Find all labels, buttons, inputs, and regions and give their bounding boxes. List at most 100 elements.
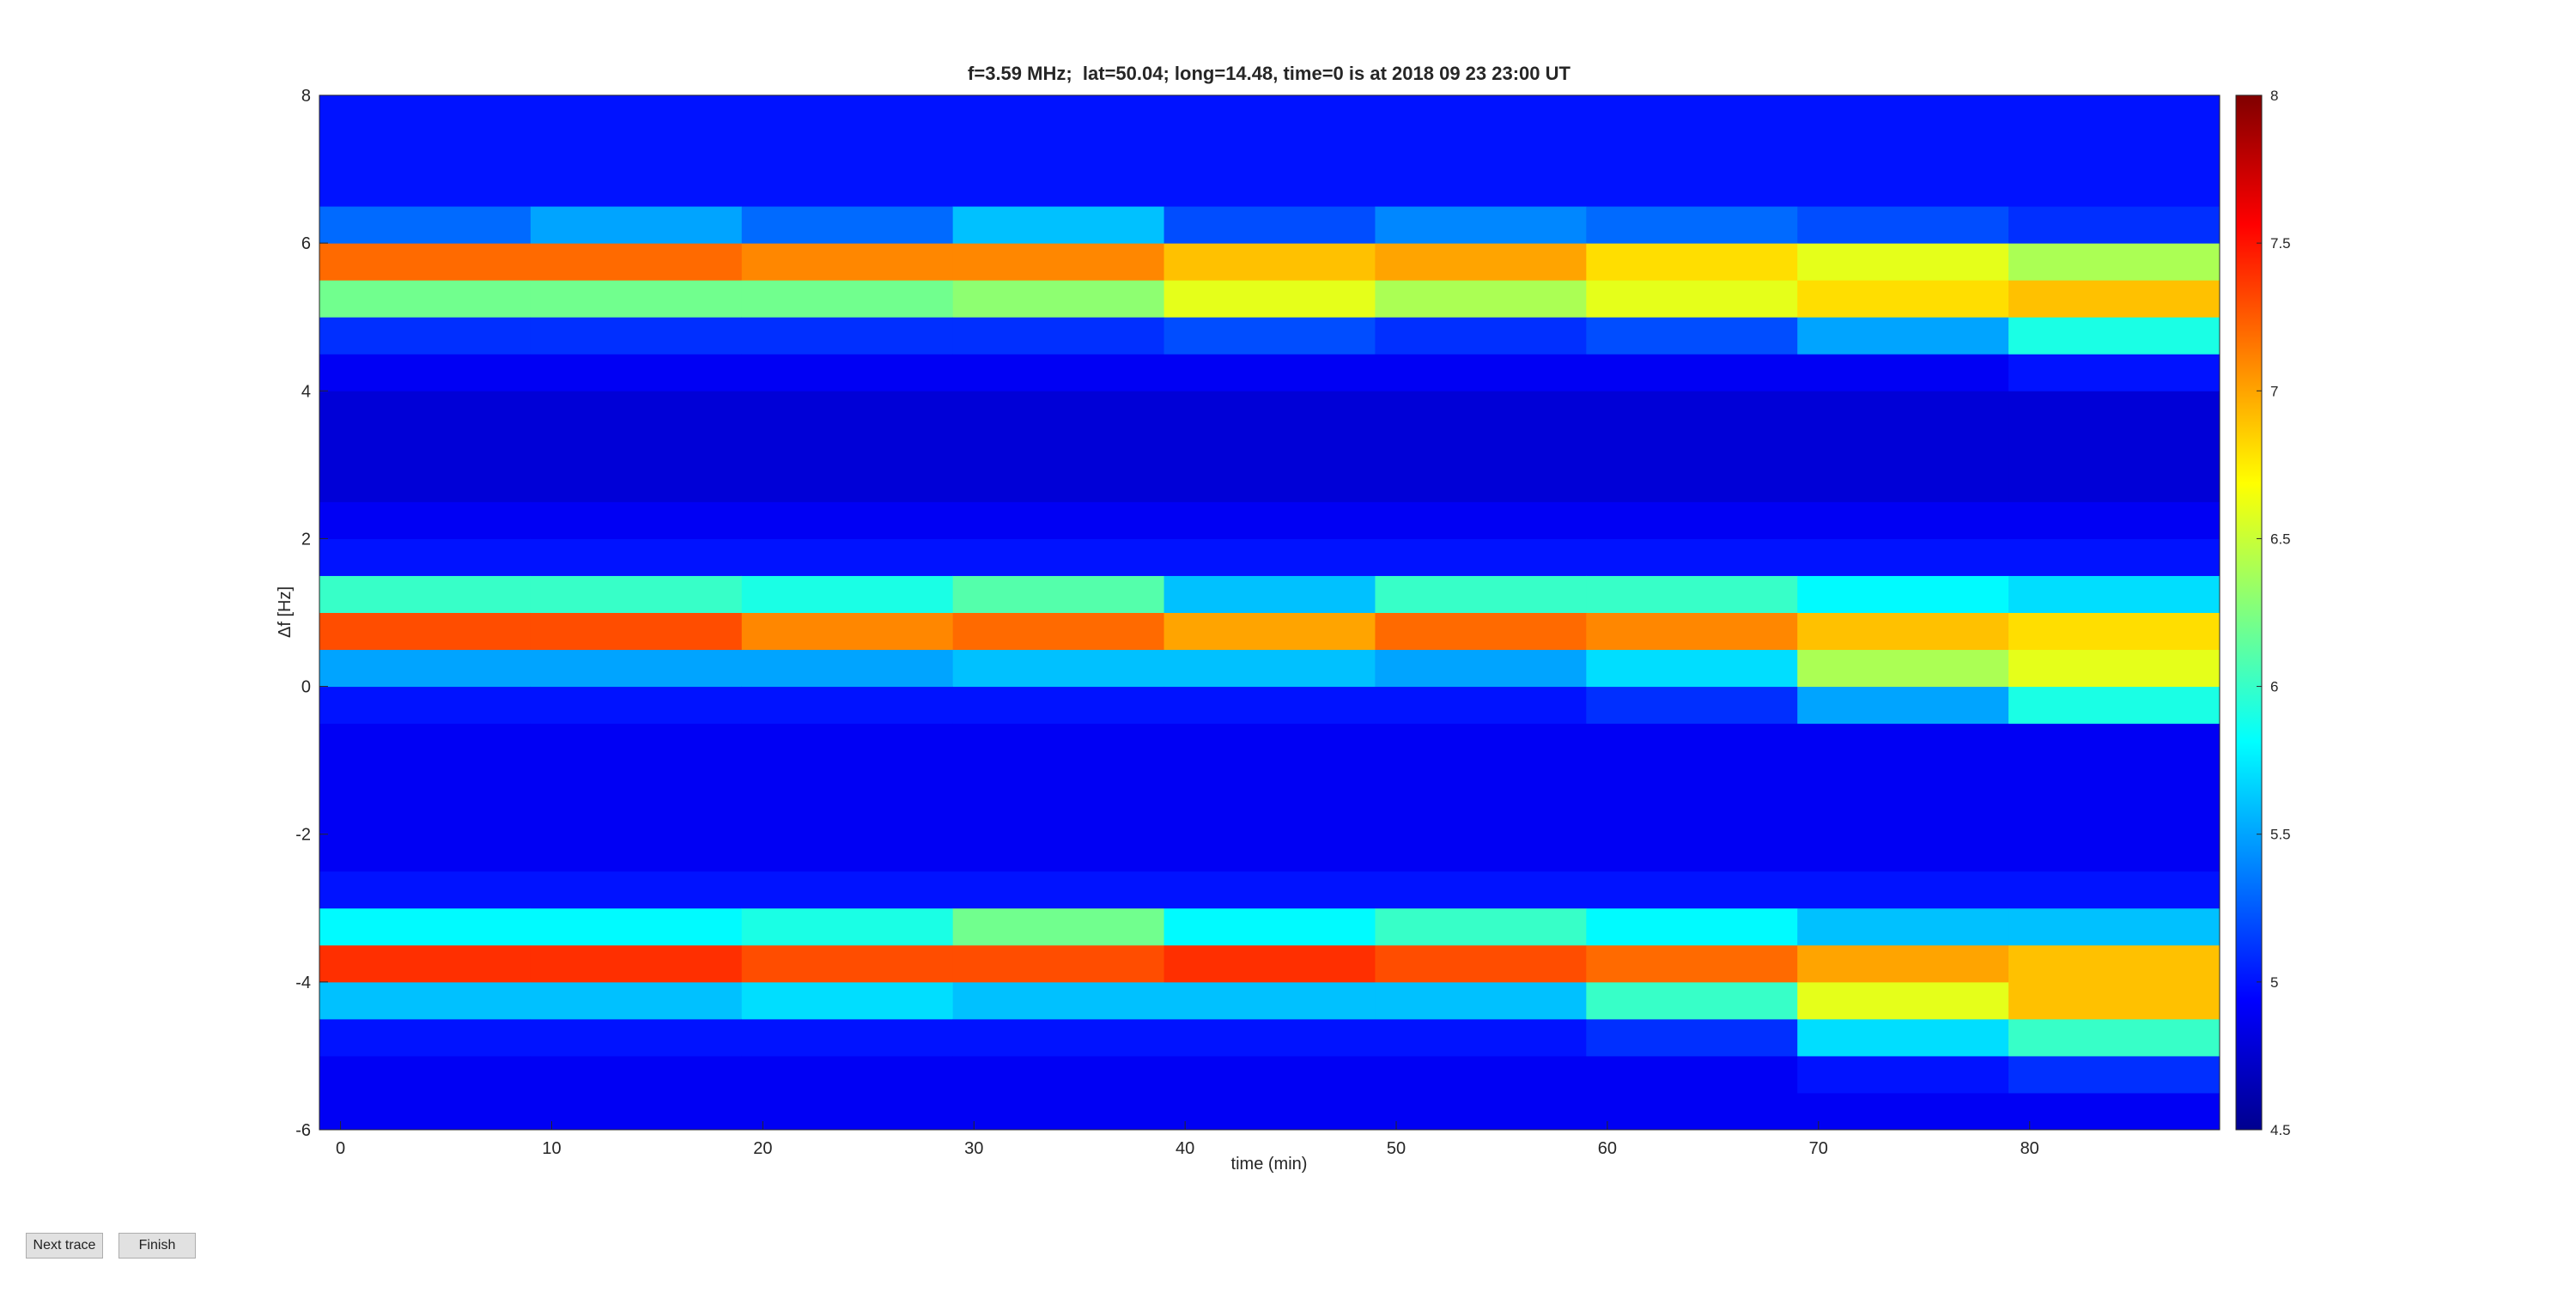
heatmap-cell — [952, 317, 1165, 355]
heatmap-cell — [1375, 538, 1587, 576]
heatmap-cell — [319, 834, 532, 872]
heatmap-cell — [319, 95, 532, 133]
heatmap-cell — [1163, 870, 1376, 909]
heatmap-cell — [530, 649, 743, 688]
heatmap-cell — [952, 1055, 1165, 1094]
heatmap-cell — [952, 981, 1165, 1020]
heatmap-cell — [1797, 612, 2009, 651]
heatmap-cell — [1163, 132, 1376, 170]
y-tick-label: 2 — [301, 530, 311, 549]
heatmap-cell — [530, 317, 743, 355]
heatmap-cell — [319, 206, 532, 244]
heatmap-cell — [1375, 870, 1587, 909]
heatmap-cell — [1797, 797, 2009, 835]
heatmap-cell — [741, 280, 954, 318]
heatmap-cell — [741, 686, 954, 725]
heatmap-cell — [1163, 169, 1376, 207]
heatmap-cell — [319, 354, 532, 391]
heatmap-cell — [319, 317, 532, 355]
heatmap-cell — [530, 464, 743, 502]
heatmap-cell — [2008, 797, 2221, 835]
heatmap-cell — [319, 649, 532, 688]
heatmap-cell — [741, 870, 954, 909]
heatmap-cell — [741, 428, 954, 465]
heatmap-cell — [1375, 206, 1587, 244]
heatmap-cell — [1163, 834, 1376, 872]
heatmap-cell — [319, 280, 532, 318]
heatmap-cell — [1586, 870, 1798, 909]
heatmap-cell — [741, 1018, 954, 1057]
heatmap-cell — [1586, 981, 1798, 1020]
heatmap-cell — [741, 95, 954, 133]
heatmap-cell — [741, 132, 954, 170]
heatmap-cell — [952, 464, 1165, 502]
heatmap-cell — [952, 760, 1165, 798]
heatmap-cell — [1586, 575, 1798, 613]
heatmap-cell — [1163, 317, 1376, 355]
heatmap-cell — [319, 981, 532, 1020]
heatmap-cell — [952, 1092, 1165, 1131]
heatmap-cell — [319, 686, 532, 725]
next-trace-button[interactable]: Next trace — [26, 1233, 103, 1259]
heatmap-cell — [530, 280, 743, 318]
heatmap-cell — [741, 206, 954, 244]
heatmap-cell — [530, 538, 743, 576]
heatmap-cell — [1586, 280, 1798, 318]
heatmap-cell — [2008, 428, 2221, 465]
heatmap-cell — [530, 169, 743, 207]
heatmap-cell — [1375, 797, 1587, 835]
heatmap-cell — [952, 428, 1165, 465]
x-tick-label: 0 — [336, 1139, 345, 1158]
heatmap-cell — [952, 686, 1165, 725]
heatmap-cell — [1586, 391, 1798, 428]
heatmap-cell — [952, 169, 1165, 207]
heatmap-cell — [741, 243, 954, 281]
finish-button[interactable]: Finish — [118, 1233, 196, 1259]
heatmap-cell — [1586, 760, 1798, 798]
heatmap-cell — [1163, 1092, 1376, 1131]
heatmap-cell — [741, 538, 954, 576]
heatmap-cell — [1586, 354, 1798, 391]
y-tick-label: 6 — [301, 234, 311, 253]
heatmap-cell — [2008, 944, 2221, 983]
heatmap-cell — [530, 612, 743, 651]
heatmap-cell — [2008, 391, 2221, 428]
x-tick-label: 50 — [1387, 1139, 1406, 1158]
heatmap-cell — [1375, 464, 1587, 502]
heatmap-cell — [2008, 243, 2221, 281]
heatmap-cell — [530, 1018, 743, 1057]
heatmap-cell — [1163, 612, 1376, 651]
heatmap-cell — [319, 944, 532, 983]
heatmap-cell — [1163, 243, 1376, 281]
x-axis-label: time (min) — [1231, 1155, 1308, 1174]
heatmap-cell — [530, 206, 743, 244]
heatmap-cell — [741, 760, 954, 798]
heatmap-cell — [2008, 612, 2221, 651]
heatmap-cell — [1163, 95, 1376, 133]
heatmap-cell — [1375, 1092, 1587, 1131]
heatmap-cell — [1163, 575, 1376, 613]
heatmap-cell — [741, 944, 954, 983]
heatmap-cell — [319, 907, 532, 946]
heatmap-cell — [530, 428, 743, 465]
heatmap-cell — [1797, 206, 2009, 244]
heatmap-cell — [1797, 354, 2009, 391]
heatmap-cell — [741, 649, 954, 688]
heatmap-cell — [741, 612, 954, 651]
heatmap-cell — [741, 575, 954, 613]
heatmap-cell — [1797, 280, 2009, 318]
heatmap-cell — [1586, 1018, 1798, 1057]
heatmap-cell — [530, 95, 743, 133]
heatmap-cell — [2008, 280, 2221, 318]
heatmap-cell — [1375, 907, 1587, 946]
heatmap-cell — [1375, 132, 1587, 170]
heatmap-cell — [741, 723, 954, 761]
heatmap-cell — [1375, 354, 1587, 391]
y-tick-label: 8 — [301, 87, 311, 106]
heatmap-cell — [1163, 354, 1376, 391]
x-tick-label: 10 — [542, 1139, 561, 1158]
heatmap-cell — [1586, 649, 1798, 688]
heatmap-cell — [530, 575, 743, 613]
heatmap-cell — [2008, 1092, 2221, 1131]
